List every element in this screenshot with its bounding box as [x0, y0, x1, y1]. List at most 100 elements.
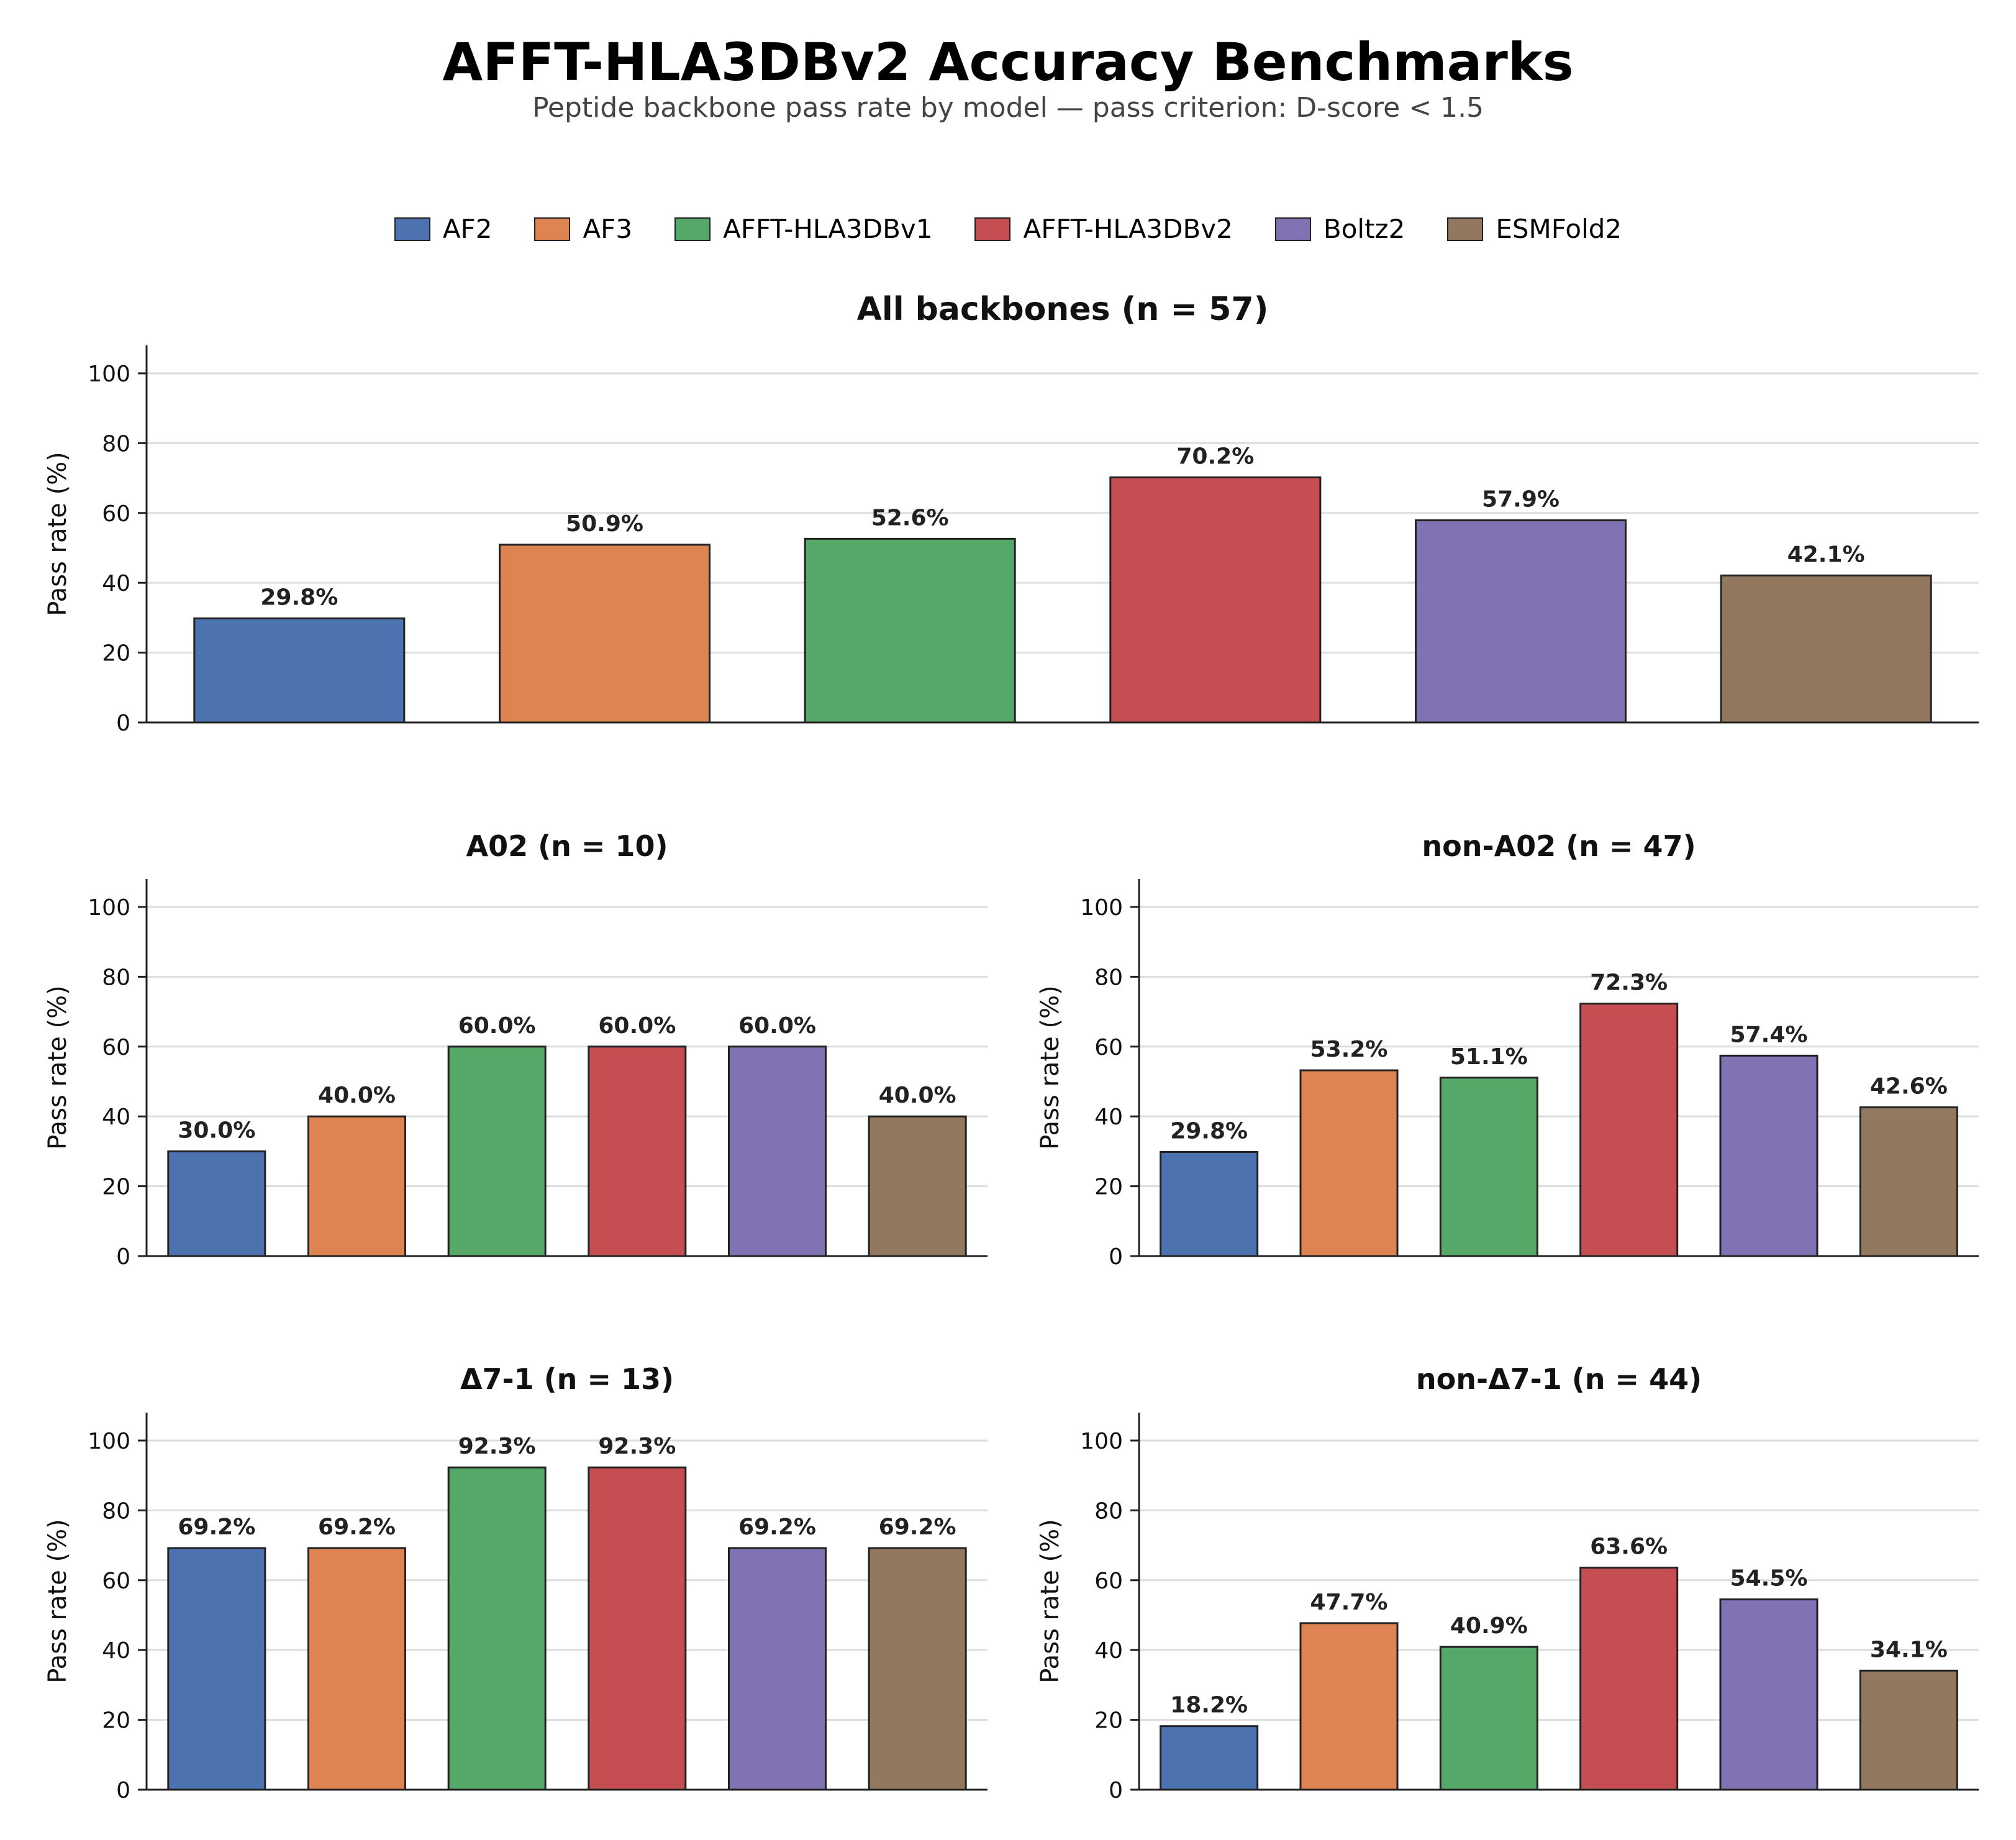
bar-value-label: 92.3%	[598, 1434, 676, 1459]
legend-item-af3: AF3	[534, 216, 632, 242]
y-tick-label: 60	[102, 1035, 130, 1060]
bar-afft-hla3dbv2	[588, 1466, 687, 1791]
bar-value-label: 47.7%	[1310, 1590, 1388, 1615]
bar-boltz2	[1415, 519, 1627, 724]
y-tick-label: 100	[88, 1429, 130, 1454]
y-axis-label: Pass rate (%)	[1036, 985, 1065, 1149]
legend-item-boltz2: Boltz2	[1274, 214, 1405, 244]
bar-value-label: 69.2%	[318, 1514, 396, 1540]
y-tick-label: 60	[1094, 1035, 1123, 1060]
y-tick-label: 20	[1094, 1175, 1123, 1200]
bar-value-label: 60.0%	[738, 1013, 816, 1039]
y-tick-label: 80	[102, 965, 130, 990]
bar-value-label: 57.4%	[1730, 1022, 1808, 1047]
legend-label: AFFT-HLA3DBv1	[723, 214, 933, 244]
y-tick-label: 20	[102, 1708, 130, 1734]
y-tick-label: 80	[1094, 965, 1123, 990]
bar-esmfold2	[1859, 1669, 1958, 1791]
bar-value-label: 54.5%	[1730, 1566, 1808, 1592]
bar-boltz2	[728, 1547, 827, 1791]
bar-value-label: 40.0%	[318, 1083, 396, 1108]
bar-value-label: 42.6%	[1870, 1074, 1948, 1100]
y-tick-label: 80	[102, 1498, 130, 1524]
y-tick-label: 100	[1080, 1429, 1123, 1454]
bar-af3	[1299, 1069, 1399, 1257]
y-axis-label: Pass rate (%)	[43, 1519, 72, 1683]
bar-value-label: 60.0%	[458, 1013, 536, 1039]
legend-swatch	[534, 217, 571, 241]
bar-af2	[167, 1150, 266, 1257]
bar-esmfold2	[1720, 574, 1932, 724]
legend: AF2 AF3 AFFT-HLA3DBv1 AFFT-HLA3DBv2 Bolt…	[0, 216, 2016, 242]
bar-value-label: 50.9%	[566, 511, 643, 537]
legend-label: AF2	[442, 214, 493, 244]
legend-label: ESMFold2	[1496, 214, 1622, 244]
bar-afft-hla3dbv1	[1439, 1077, 1538, 1257]
bar-value-label: 42.1%	[1787, 542, 1865, 567]
y-tick-label: 100	[88, 895, 130, 921]
y-tick-label: 0	[1109, 1778, 1123, 1803]
y-tick-label: 80	[102, 431, 130, 457]
bar-esmfold2	[868, 1547, 967, 1791]
bar-value-label: 30.0%	[178, 1118, 255, 1143]
bar-af2	[1160, 1151, 1259, 1257]
legend-item-esmfold2: ESMFold2	[1447, 216, 1622, 242]
y-tick-label: 0	[116, 711, 130, 736]
bar-value-label: 29.8%	[1170, 1119, 1248, 1144]
y-tick-label: 60	[102, 1569, 130, 1594]
y-tick-label: 40	[102, 1104, 130, 1130]
bar-boltz2	[728, 1045, 827, 1257]
bar-esmfold2	[868, 1115, 967, 1257]
panel-title: non-A02 (n = 47)	[1422, 829, 1696, 863]
y-tick-label: 60	[1094, 1569, 1123, 1594]
bar-value-label: 34.1%	[1870, 1637, 1948, 1662]
bar-value-label: 60.0%	[598, 1013, 676, 1039]
legend-swatch	[674, 217, 711, 241]
bar-af2	[167, 1547, 266, 1791]
panel-title: Δ7-1 (n = 13)	[460, 1362, 674, 1396]
bar-afft-hla3dbv2	[1579, 1567, 1679, 1791]
legend-label: Boltz2	[1323, 214, 1405, 244]
bar-value-label: 40.9%	[1450, 1613, 1528, 1639]
legend-item-af2: AF2	[394, 214, 493, 244]
legend-label: AFFT-HLA3DBv2	[1023, 214, 1233, 244]
bar-value-label: 92.3%	[458, 1434, 536, 1459]
y-tick-label: 40	[102, 571, 130, 596]
bar-value-label: 52.6%	[871, 505, 949, 531]
figure-subtitle: Peptide backbone pass rate by model — pa…	[532, 92, 1484, 124]
bar-esmfold2	[1859, 1106, 1958, 1257]
legend-label: AF3	[583, 214, 633, 244]
y-axis-label: Pass rate (%)	[43, 985, 72, 1149]
figure-title: AFFT-HLA3DBv2 Accuracy Benchmarks	[442, 32, 1574, 93]
bar-value-label: 69.2%	[178, 1514, 255, 1540]
bar-value-label: 51.1%	[1450, 1044, 1528, 1070]
bar-value-label: 29.8%	[260, 585, 338, 611]
bar-value-label: 53.2%	[1310, 1037, 1388, 1062]
y-tick-label: 20	[1094, 1708, 1123, 1734]
bar-af3	[307, 1547, 406, 1791]
y-tick-label: 20	[102, 1175, 130, 1200]
y-tick-label: 80	[1094, 1498, 1123, 1524]
legend-swatch	[974, 217, 1011, 241]
y-tick-label: 60	[102, 501, 130, 527]
bar-af2	[193, 617, 406, 724]
bar-af3	[307, 1115, 406, 1257]
bar-value-label: 69.2%	[738, 1514, 816, 1540]
legend-item-afft-v1: AFFT-HLA3DBv1	[674, 216, 932, 242]
bar-value-label: 40.0%	[879, 1083, 956, 1108]
panel-title: A02 (n = 10)	[466, 829, 668, 863]
y-tick-label: 40	[1094, 1104, 1123, 1130]
y-tick-label: 40	[102, 1638, 130, 1664]
bar-boltz2	[1719, 1054, 1818, 1257]
bar-afft-hla3dbv1	[447, 1045, 547, 1257]
legend-item-afft-v2: AFFT-HLA3DBv2	[974, 214, 1233, 244]
y-tick-label: 100	[1080, 895, 1123, 921]
panel-title: non-Δ7-1 (n = 44)	[1416, 1362, 1702, 1396]
bar-afft-hla3dbv1	[1439, 1646, 1538, 1791]
y-tick-label: 0	[116, 1244, 130, 1270]
bar-afft-hla3dbv1	[804, 537, 1016, 724]
legend-swatch	[1274, 217, 1311, 241]
y-tick-label: 0	[116, 1778, 130, 1803]
y-axis-label: Pass rate (%)	[1036, 1519, 1065, 1683]
